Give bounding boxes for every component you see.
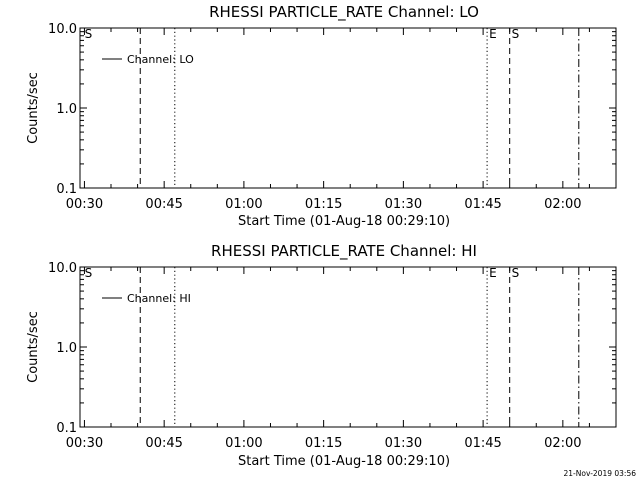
x-tick-label: 01:45	[464, 197, 501, 212]
x-tick-label: 00:30	[66, 197, 103, 212]
x-tick-label: 01:30	[385, 436, 422, 451]
x-tick-label: 00:45	[145, 197, 182, 212]
event-marker-label: S	[85, 27, 93, 41]
y-axis-label: Counts/sec	[26, 72, 41, 144]
x-tick-label: 00:45	[145, 436, 182, 451]
event-marker-label: E	[489, 27, 497, 41]
x-tick-label: 00:30	[66, 436, 103, 451]
y-tick-label: 0.1	[56, 421, 77, 436]
x-tick-label: 01:15	[305, 436, 342, 451]
legend-entry: Channel: LO	[127, 53, 194, 66]
y-tick-label: 1.0	[56, 341, 77, 356]
x-tick-label: 01:15	[305, 197, 342, 212]
chart-title: RHESSI PARTICLE_RATE Channel: LO	[209, 3, 479, 22]
x-tick-label: 02:00	[544, 197, 581, 212]
chart-title: RHESSI PARTICLE_RATE Channel: HI	[211, 242, 477, 261]
legend-entry: Channel: HI	[127, 292, 191, 305]
x-axis-label: Start Time (01-Aug-18 00:29:10)	[238, 454, 450, 469]
plot-frame	[79, 27, 617, 189]
event-marker-label: S	[85, 266, 93, 280]
y-tick-label: 1.0	[56, 102, 77, 117]
event-marker-label: S	[512, 27, 520, 41]
y-tick-label: 10.0	[48, 261, 77, 276]
y-tick-label: 0.1	[56, 182, 77, 197]
event-marker-label: S	[512, 266, 520, 280]
y-axis-label: Counts/sec	[26, 311, 41, 383]
event-marker-label: E	[489, 266, 497, 280]
footer-timestamp: 21-Nov-2019 03:56	[564, 469, 637, 478]
x-tick-label: 01:45	[464, 436, 501, 451]
y-tick-label: 10.0	[48, 22, 77, 37]
x-tick-label: 01:30	[385, 197, 422, 212]
plot-frame	[79, 266, 617, 428]
x-tick-label: 02:00	[544, 436, 581, 451]
x-axis-label: Start Time (01-Aug-18 00:29:10)	[238, 214, 450, 229]
x-tick-label: 01:00	[225, 436, 262, 451]
x-tick-label: 01:00	[225, 197, 262, 212]
